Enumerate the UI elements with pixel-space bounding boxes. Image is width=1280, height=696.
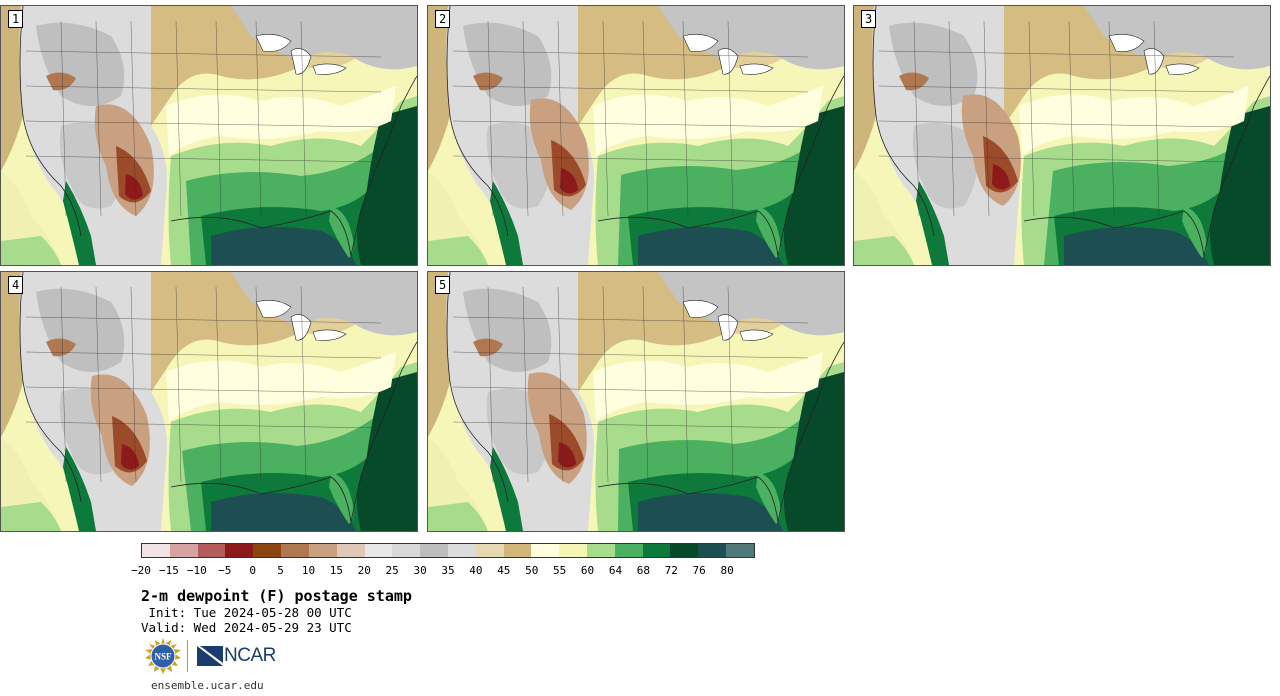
colorbar-tick: 68 <box>636 564 650 577</box>
colorbar-swatch-15 <box>559 544 587 557</box>
postage-stamp-map-5[interactable]: 5 <box>427 271 845 532</box>
colorbar-tick: 15 <box>329 564 343 577</box>
colorbar-swatch-1 <box>169 544 198 557</box>
member-number: 3 <box>861 10 877 28</box>
colorbar-swatch-3 <box>225 544 254 557</box>
postage-stamp-map-3[interactable]: 3 <box>853 5 1271 266</box>
colorbar-swatch-9 <box>392 544 421 557</box>
site-url[interactable]: ensemble.ucar.edu <box>151 679 264 692</box>
colorbar-tick: 45 <box>497 564 511 577</box>
colorbar-tick: −15 <box>158 564 179 577</box>
sponsor-logos: NSF NCAR <box>145 638 276 674</box>
ncar-logo-text: NCAR <box>224 645 276 666</box>
colorbar-swatch-5 <box>281 544 309 557</box>
colorbar-swatch-18 <box>642 544 671 557</box>
colorbar-tick-labels: −20 −15 −10 −5 0 5 10 15 20 25 30 35 40 45 50 55 60 64 68 7… <box>131 564 755 578</box>
figure-title: 2-m dewpoint (F) postage stamp <box>141 587 412 605</box>
colorbar-swatch-13 <box>503 544 532 557</box>
colorbar-swatch-6 <box>308 544 337 557</box>
member-number: 4 <box>8 276 24 294</box>
colorbar-tick: 5 <box>277 564 284 577</box>
colorbar-swatch-16 <box>587 544 615 557</box>
colorbar-tick: 10 <box>301 564 316 577</box>
postage-stamp-map-4[interactable]: 4 <box>0 271 418 532</box>
colorbar-swatch-0 <box>142 544 170 557</box>
member-number: 1 <box>8 10 24 28</box>
colorbar-tick: 35 <box>441 564 455 577</box>
colorbar-swatch-11 <box>447 544 476 557</box>
colorbar-swatch-12 <box>475 544 504 557</box>
colorbar-swatch-8 <box>364 544 393 557</box>
colorbar-tick: −20 <box>131 564 151 577</box>
logo-divider <box>187 640 188 672</box>
member-number: 2 <box>435 10 451 28</box>
nsf-logo: NSF <box>145 638 181 674</box>
colorbar-swatch-21 <box>726 544 754 557</box>
colorbar-swatch-14 <box>531 544 560 557</box>
colorbar-tick: 76 <box>692 564 706 577</box>
ncar-swoosh-icon <box>197 646 223 666</box>
colorbar-tick: 25 <box>385 564 399 577</box>
colorbar-tick: −5 <box>218 564 232 577</box>
colorbar-swatch-4 <box>253 544 282 557</box>
init-time: Init: Tue 2024-05-28 00 UTC <box>141 605 352 620</box>
colorbar-tick: −10 <box>186 564 207 577</box>
colorbar-tick: 60 <box>580 564 595 577</box>
colorbar-swatch-19 <box>670 544 699 557</box>
colorbar-tick: 50 <box>525 564 539 577</box>
member-number: 5 <box>435 276 451 294</box>
colorbar-tick: 20 <box>357 564 371 577</box>
ncar-logo: NCAR <box>197 645 276 667</box>
dewpoint-colorbar <box>141 543 755 558</box>
colorbar-swatch-2 <box>197 544 226 557</box>
colorbar-tick: 55 <box>553 564 567 577</box>
postage-stamp-map-2[interactable]: 2 <box>427 5 845 266</box>
colorbar-tick: 80 <box>720 564 734 577</box>
colorbar-tick: 0 <box>249 564 256 577</box>
colorbar-swatch-7 <box>336 544 365 557</box>
valid-time: Valid: Wed 2024-05-29 23 UTC <box>141 620 352 635</box>
colorbar-swatch-17 <box>614 544 643 557</box>
nsf-logo-text: NSF <box>154 652 172 662</box>
colorbar-swatch-20 <box>698 544 727 557</box>
colorbar-tick: 72 <box>664 564 678 577</box>
colorbar-swatch-10 <box>420 544 448 557</box>
colorbar-tick: 64 <box>608 564 623 577</box>
postage-stamp-map-1[interactable]: 1 <box>0 5 418 266</box>
colorbar-tick: 40 <box>469 564 483 577</box>
colorbar-tick: 30 <box>413 564 427 577</box>
